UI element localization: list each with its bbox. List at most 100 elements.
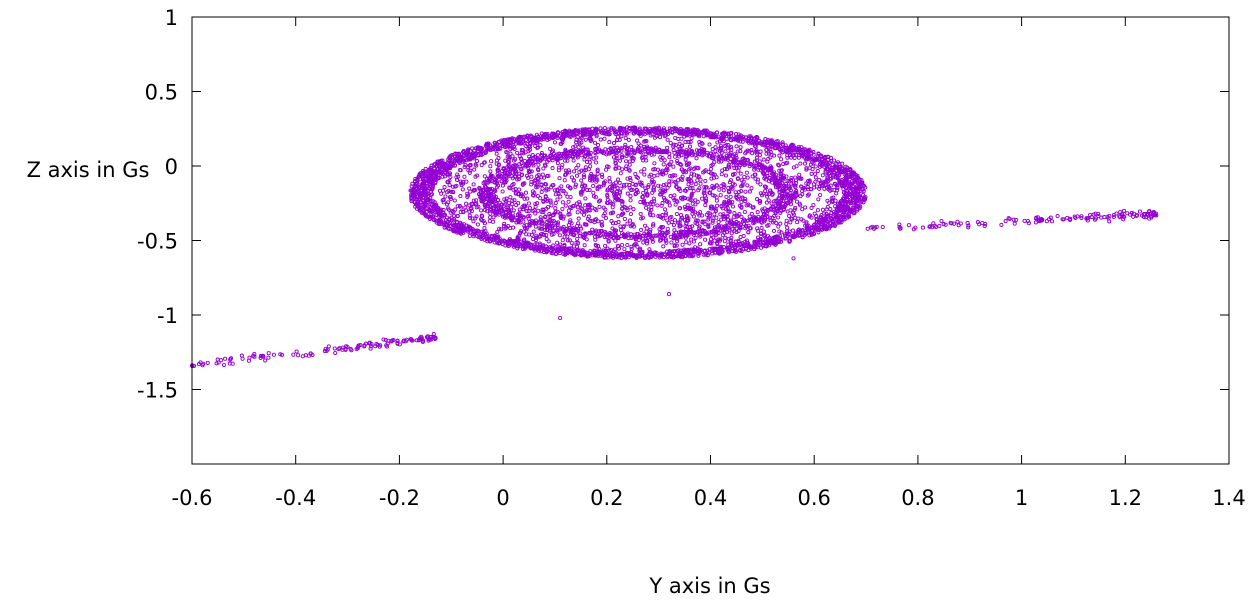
data-point: [598, 184, 603, 189]
data-point: [716, 247, 721, 252]
data-point: [522, 134, 527, 139]
data-point: [409, 196, 414, 201]
data-point: [689, 230, 694, 235]
data-point: [548, 200, 553, 205]
data-point: [652, 199, 657, 204]
data-point: [583, 196, 588, 201]
data-point: [487, 238, 492, 244]
data-point: [761, 244, 766, 249]
data-point: [670, 130, 675, 135]
data-point: [769, 138, 774, 144]
data-point: [427, 167, 432, 172]
data-point: [524, 137, 529, 142]
data-point: [646, 183, 651, 188]
data-point: [479, 208, 484, 213]
data-point: [712, 160, 717, 165]
data-point: [771, 228, 777, 233]
data-point: [575, 210, 580, 215]
data-point: [729, 144, 734, 149]
data-point: [441, 207, 446, 213]
data-point: [819, 163, 824, 168]
data-point: [665, 145, 670, 150]
data-point: [767, 243, 772, 248]
data-point: [507, 185, 512, 190]
data-point: [542, 156, 548, 161]
data-point: [841, 210, 846, 215]
data-point: [659, 157, 664, 162]
data-point: [806, 150, 811, 155]
data-point: [467, 209, 472, 214]
data-point: [466, 148, 471, 153]
data-point: [568, 129, 573, 134]
data-point: [557, 233, 562, 238]
data-point: [510, 164, 515, 169]
data-point: [528, 243, 533, 248]
data-point: [563, 191, 568, 196]
data-point: [769, 207, 774, 212]
data-point: [661, 162, 666, 167]
data-point: [441, 200, 446, 205]
data-point: [540, 221, 545, 226]
data-point: [567, 212, 572, 217]
data-point: [712, 225, 717, 230]
data-point: [451, 209, 456, 214]
data-point: [857, 206, 862, 211]
data-point: [537, 226, 542, 231]
data-point: [652, 233, 657, 238]
data-point: [622, 216, 627, 222]
data-point: [728, 194, 733, 199]
data-point: [705, 248, 710, 253]
data-point: [620, 202, 625, 207]
data-point: [644, 238, 649, 243]
data-point: [603, 216, 608, 221]
data-point: [671, 148, 676, 153]
data-point: [712, 250, 718, 255]
data-point: [448, 194, 453, 200]
data-point: [447, 155, 452, 160]
data-point: [556, 192, 561, 197]
data-point: [508, 195, 513, 200]
data-point: [678, 206, 683, 211]
data-point: [439, 219, 444, 224]
data-point: [776, 162, 781, 167]
data-point: [781, 198, 786, 204]
data-point: [485, 202, 490, 207]
data-point: [732, 211, 737, 216]
data-point: [600, 149, 605, 154]
data-point: [729, 231, 734, 236]
data-point: [472, 148, 477, 153]
data-point: [665, 255, 670, 260]
data-point: [557, 165, 562, 170]
data-point: [831, 210, 837, 215]
data-point: [725, 157, 731, 162]
data-point: [730, 181, 736, 186]
data-point: [833, 182, 838, 187]
data-point: [642, 146, 647, 151]
data-point: [815, 208, 820, 213]
data-point: [544, 186, 549, 191]
data-point: [819, 183, 824, 188]
data-point: [687, 167, 692, 172]
data-point: [599, 172, 605, 177]
data-point: [596, 244, 601, 249]
data-point: [663, 133, 668, 138]
data-point: [492, 235, 497, 240]
data-point: [841, 190, 847, 195]
data-point: [732, 246, 738, 251]
data-point: [533, 218, 538, 223]
data-point: [518, 229, 524, 234]
data-point: [571, 178, 576, 183]
data-point: [467, 170, 472, 175]
data-point: [544, 225, 550, 230]
data-point: [596, 199, 602, 204]
data-point: [642, 172, 647, 177]
data-point: [680, 242, 685, 247]
data-point: [661, 148, 666, 154]
data-point: [709, 241, 714, 246]
data-point: [623, 142, 628, 147]
data-point: [661, 182, 666, 188]
data-point: [768, 188, 773, 193]
data-point: [664, 211, 669, 216]
data-point: [571, 149, 576, 154]
data-point: [448, 189, 453, 194]
